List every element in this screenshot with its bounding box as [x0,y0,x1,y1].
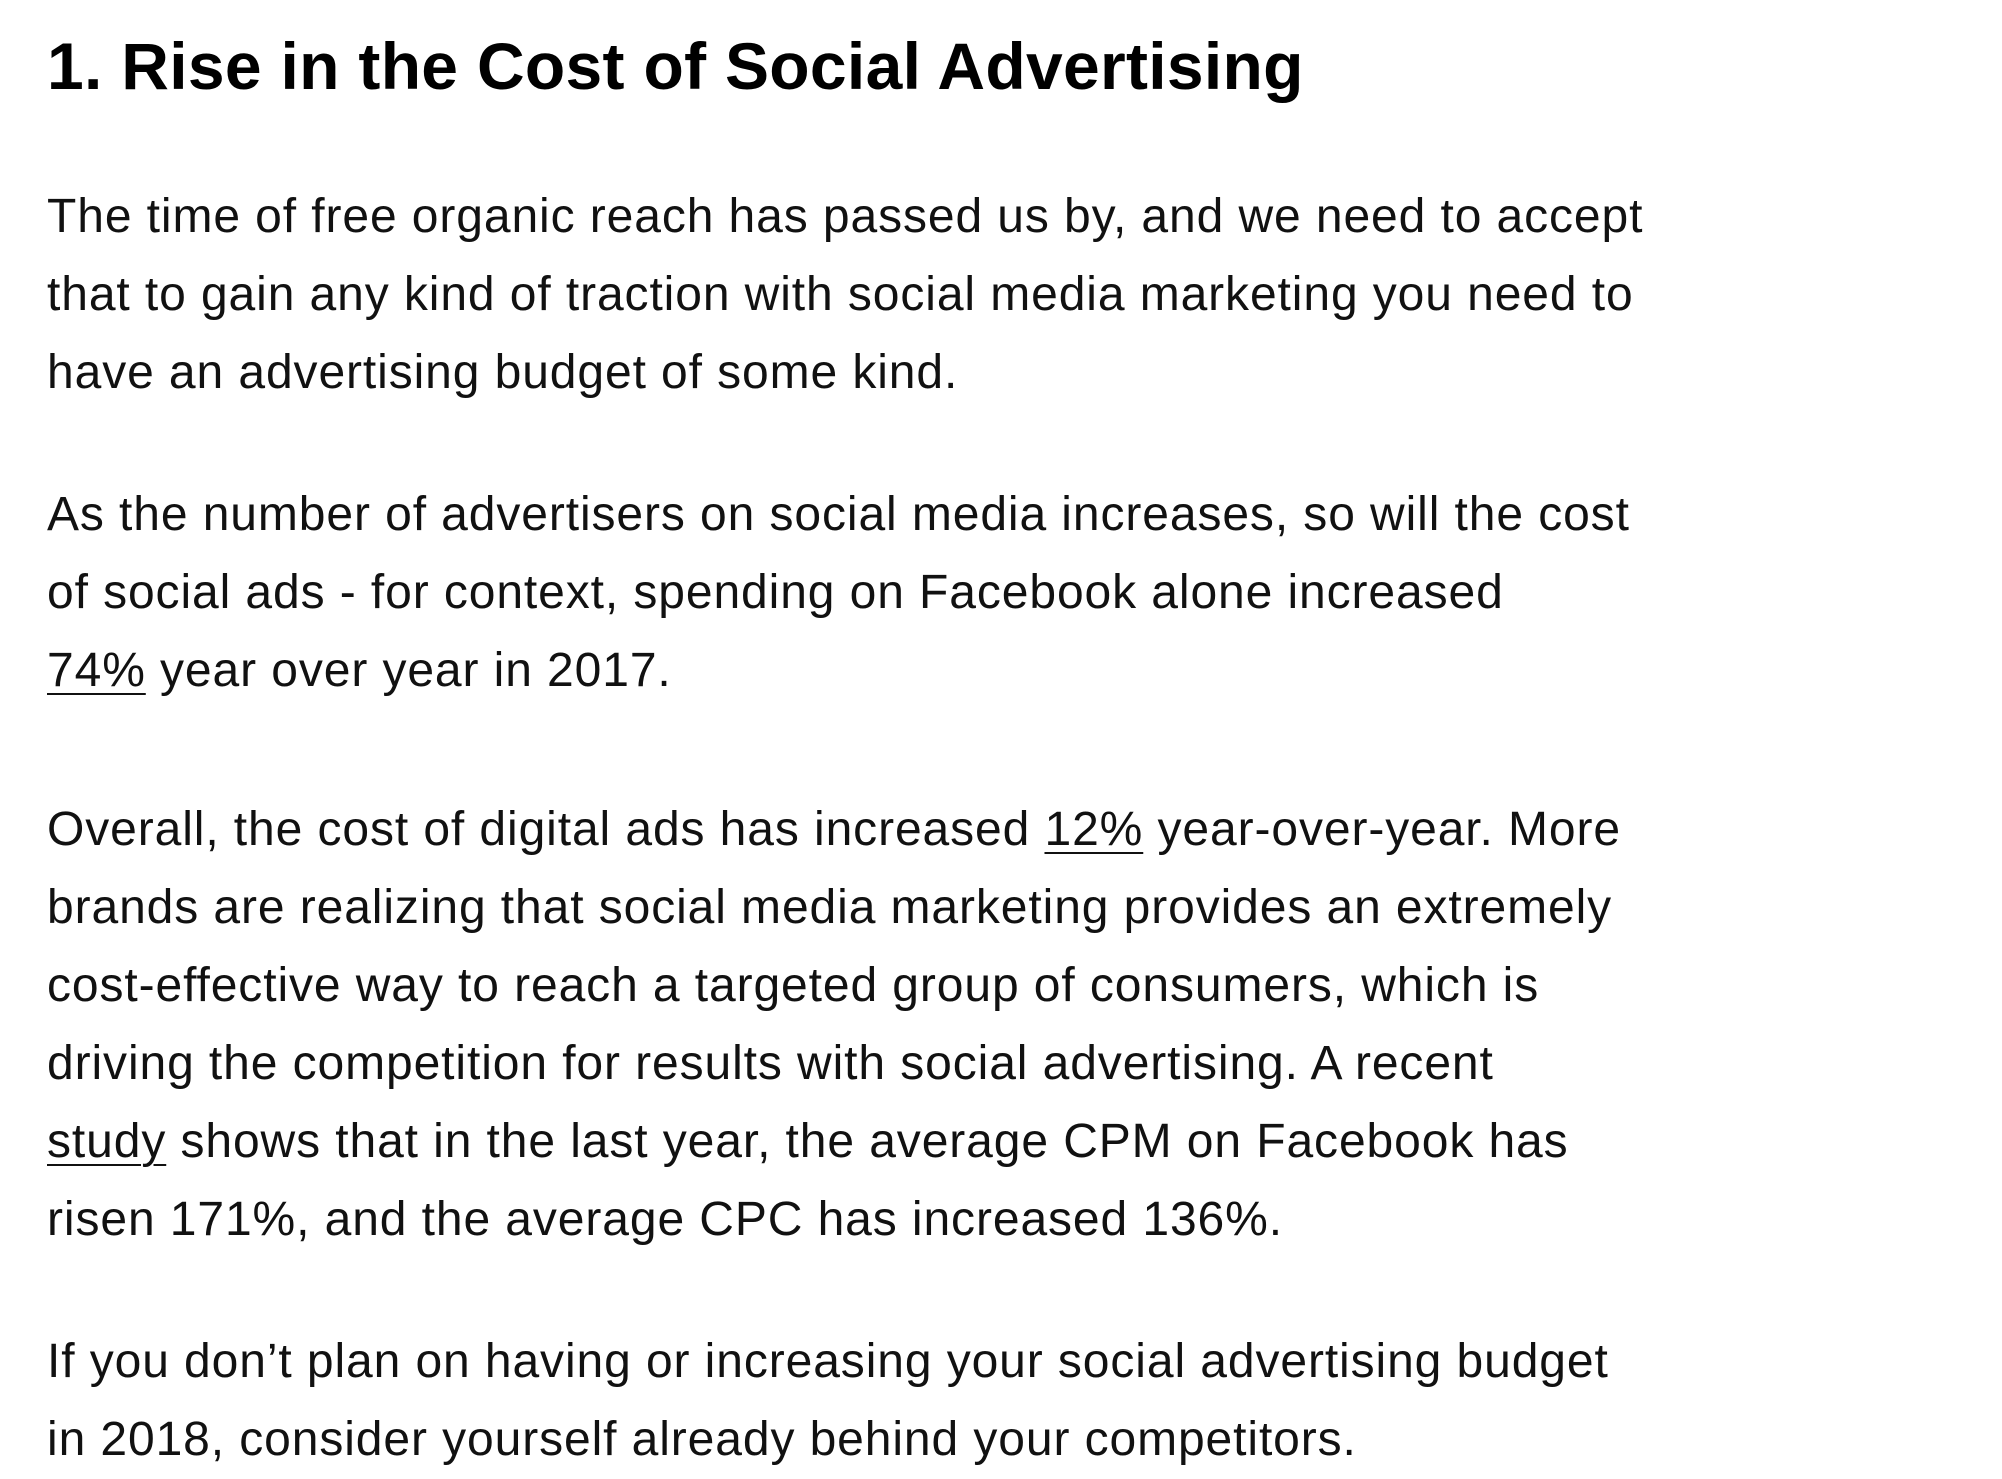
text-line: study shows that in the last year, the a… [47,1103,1947,1181]
text-line: If you don’t plan on having or increasin… [47,1335,1609,1388]
paragraph-advertiser-growth: As the number of advertisers on social m… [47,476,1947,710]
text-segment: shows that in the last year, the average… [166,1115,1569,1168]
text-line: have an advertising budget of some kind. [47,346,959,399]
text-segment: year-over-year. More [1143,803,1621,856]
text-segment: year over year in 2017. [145,644,672,697]
text-line: The time of free organic reach has passe… [47,190,1644,243]
text-line: Overall, the cost of digital ads has inc… [47,791,1947,869]
text-line: cost-effective way to reach a targeted g… [47,959,1540,1012]
paragraph-organic-reach: The time of free organic reach has passe… [47,178,1947,412]
text-line: in 2018, consider yourself already behin… [47,1413,1357,1466]
link-12-percent[interactable]: 12% [1044,803,1144,856]
article: 1. Rise in the Cost of Social Advertisin… [47,26,1947,1466]
link-study[interactable]: study [47,1115,167,1168]
text-line: that to gain any kind of traction with s… [47,268,1634,321]
text-line: of social ads - for context, spending on… [47,566,1504,619]
section-heading: 1. Rise in the Cost of Social Advertisin… [47,29,1304,103]
text-line: risen 171%, and the average CPC has incr… [47,1193,1283,1246]
paragraph-digital-ad-cost: Overall, the cost of digital ads has inc… [47,791,1947,1259]
text-line: brands are realizing that social media m… [47,881,1613,934]
text-segment: Overall, the cost of digital ads has inc… [47,803,1045,856]
text-line: 74% year over year in 2017. [47,632,1947,710]
text-line: As the number of advertisers on social m… [47,488,1630,541]
text-line: driving the competition for results with… [47,1037,1494,1090]
link-74-percent[interactable]: 74% [47,644,146,697]
paragraph-budget-advice: If you don’t plan on having or increasin… [47,1323,1947,1479]
